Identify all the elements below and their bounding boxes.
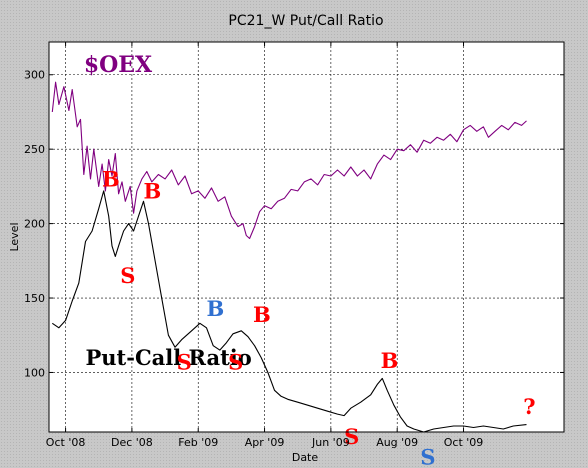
annotation-label: B (144, 178, 162, 203)
series-line-oex (51, 81, 527, 240)
annotation-label: S (228, 349, 243, 374)
annotation-label: B (381, 348, 399, 373)
x-tick-label: Oct '09 (444, 436, 484, 449)
annotation-label: B (253, 302, 271, 327)
annotation-label: $OEX (84, 52, 153, 78)
x-tick-label: Apr '09 (245, 436, 285, 449)
annotation-label: S (177, 349, 192, 374)
x-tick-label: Oct '08 (46, 436, 86, 449)
series-line-put-call-ratio (51, 190, 527, 433)
x-tick-label: Feb '09 (178, 436, 218, 449)
annotation-label: S (344, 424, 359, 449)
annotation-label: B (207, 296, 225, 321)
x-tick-label: Dec '08 (111, 436, 153, 449)
annotation-label: ? (523, 394, 535, 419)
y-axis-ticks: 100 150 200 250 300 (24, 69, 564, 379)
y-tick-label: 200 (24, 218, 45, 231)
annotation-label: S (420, 445, 435, 468)
y-tick-label: 150 (24, 292, 45, 305)
x-axis-title: Date (292, 451, 319, 464)
y-tick-label: 300 (24, 69, 45, 82)
y-tick-label: 250 (24, 143, 45, 156)
annotation-label: S (120, 263, 135, 288)
plot-frame (48, 41, 565, 433)
annotation-label: Put-Call Ratio (85, 345, 251, 370)
plot-area (49, 42, 564, 432)
grid (49, 42, 564, 432)
x-tick-label: Jun '09 (311, 436, 350, 449)
x-tick-label: Aug '09 (376, 436, 418, 449)
x-axis-ticks: Oct '08 Dec '08 Feb '09 Apr '09 Jun '09 Aug '… (46, 42, 483, 449)
annotation-label: B (102, 166, 120, 191)
series-layer (51, 81, 527, 433)
y-tick-label: 100 (24, 366, 45, 379)
chart-title: PC21_W Put/Call Ratio (228, 13, 383, 29)
y-axis-title: Level (8, 222, 21, 251)
